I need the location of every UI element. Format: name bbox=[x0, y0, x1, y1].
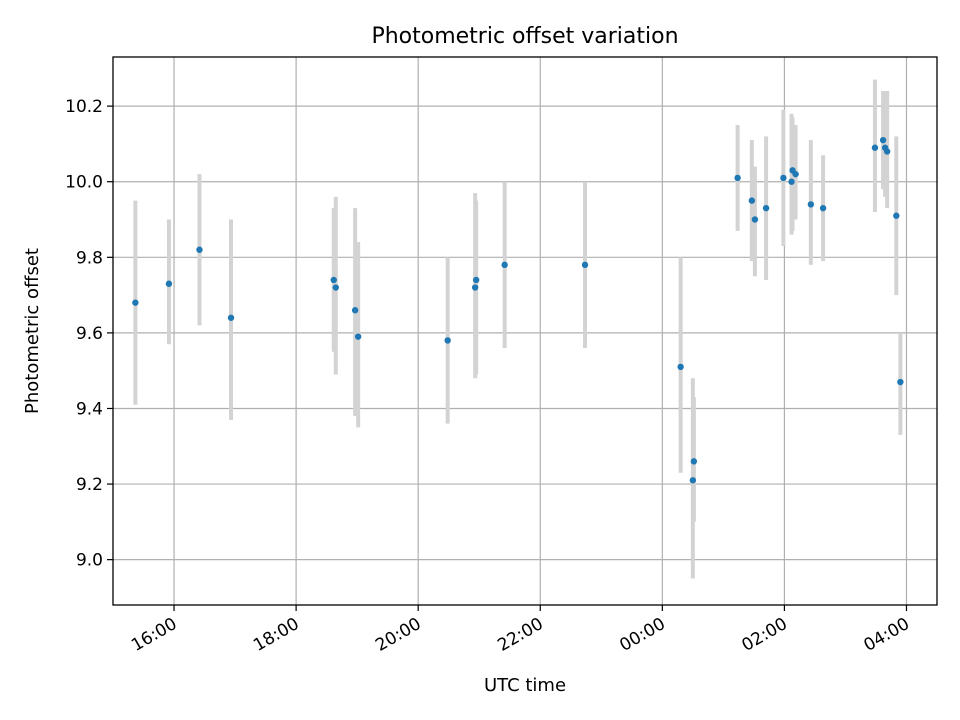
y-tick-label: 9.4 bbox=[76, 399, 103, 419]
data-point bbox=[792, 170, 799, 178]
data-point bbox=[165, 280, 173, 287]
y-tick-label: 9.2 bbox=[76, 475, 103, 495]
data-point bbox=[444, 337, 451, 344]
data-point bbox=[762, 204, 770, 212]
data-point bbox=[351, 307, 359, 314]
data-point bbox=[581, 261, 589, 269]
data-point bbox=[788, 178, 795, 185]
x-axis-label: UTC time bbox=[484, 675, 566, 696]
data-point bbox=[751, 216, 759, 223]
data-point bbox=[330, 276, 337, 284]
data-point bbox=[879, 136, 887, 144]
data-point bbox=[734, 174, 741, 182]
data-point bbox=[748, 197, 756, 204]
data-point bbox=[501, 261, 508, 269]
y-tick-label: 9.0 bbox=[76, 551, 103, 571]
data-point bbox=[780, 174, 787, 182]
data-point bbox=[196, 246, 203, 253]
y-tick-label: 10.0 bbox=[65, 173, 103, 193]
data-point bbox=[689, 477, 697, 484]
data-point bbox=[332, 284, 339, 291]
data-point bbox=[819, 204, 827, 212]
y-axis-label: Photometric offset bbox=[22, 248, 43, 414]
chart-title: Photometric offset variation bbox=[371, 24, 678, 49]
data-point bbox=[807, 201, 815, 208]
data-point bbox=[893, 212, 900, 219]
data-point bbox=[677, 363, 684, 371]
y-tick-label: 9.8 bbox=[76, 248, 103, 268]
data-points bbox=[132, 136, 904, 484]
data-point bbox=[354, 333, 362, 340]
data-point bbox=[871, 144, 879, 151]
plot-frame bbox=[112, 56, 938, 606]
y-tick-label: 9.6 bbox=[76, 324, 103, 344]
data-point bbox=[897, 378, 904, 386]
data-point bbox=[690, 458, 698, 465]
data-point bbox=[132, 299, 139, 306]
data-point bbox=[472, 276, 480, 284]
y-tick-label: 10.2 bbox=[65, 97, 103, 117]
data-point bbox=[883, 148, 891, 155]
data-point bbox=[471, 284, 479, 291]
data-point bbox=[227, 314, 235, 321]
